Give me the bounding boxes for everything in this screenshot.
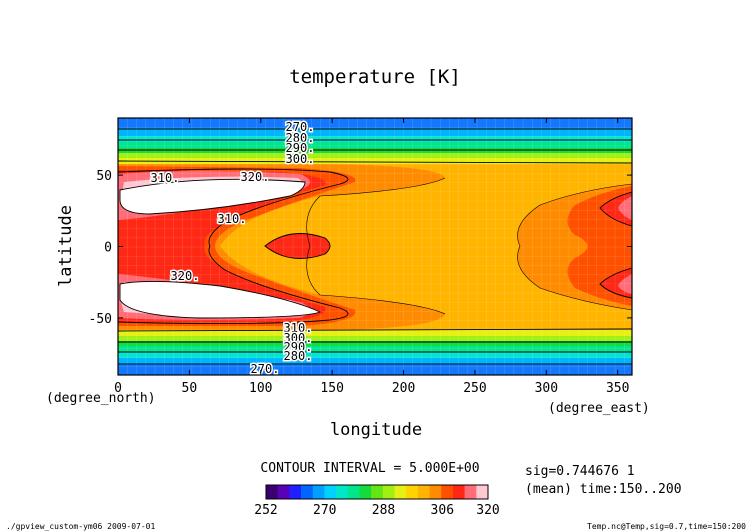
contour-label: 290. [284,340,313,354]
colorbar-swatch [464,485,477,499]
colorbar-swatch [336,485,349,499]
contour-core [264,233,331,259]
chart-title: temperature [K] [289,66,461,88]
contour-label: 310. [218,212,247,226]
colorbar-swatch [301,485,314,499]
colorbar-tick-label: 306 [431,503,454,518]
colorbar-tick-label: 270 [313,503,336,518]
colorbar-ticks: 252 270 288 306 320 [254,503,499,518]
colorbar-swatch [266,485,278,499]
x-axis-label: longitude [330,420,422,440]
contour-label: 300. [286,152,315,166]
contour-label: 310. [151,171,180,185]
x-tick-label: 100 [249,381,272,396]
y-tick-label: 50 [96,169,112,184]
contour-label: 290. [286,141,315,155]
colorbar-swatch [417,485,430,499]
x-tick-label: 250 [463,381,486,396]
contour-label: 320. [241,170,270,184]
colorbar-swatch [312,485,325,499]
x-tick-label: 50 [182,381,198,396]
footer-left: ./gpview_custom-ym06 2009-07-01 [6,522,155,531]
colorbar-tick-label: 252 [254,503,277,518]
colorbar-swatch [277,485,290,499]
x-unit-label: (degree_east) [548,401,650,416]
heatmap-plot-area: 270. 280. 290. 300. 310. 320. 310. 320. … [118,118,632,376]
x-tick-label: 0 [114,381,122,396]
colorbar-swatch [347,485,360,499]
colorbar-tick-label: 320 [476,503,499,518]
contour-east-n [599,191,632,227]
colorbar-swatch [429,485,442,499]
x-tick-label: 200 [392,381,415,396]
y-tick-label: -50 [89,312,112,327]
contour-320-n [119,178,306,215]
contour-310-n [118,168,349,247]
contour-east-outer [517,183,632,311]
y-axis-label: latitude [56,205,76,287]
colorbar-swatch [371,485,384,499]
colorbar-swatch [406,485,419,499]
x-axis: 0 50 100 150 200 250 300 350 [114,118,629,396]
x-tick-label: 150 [320,381,343,396]
grid-overlay [118,118,632,375]
colorbar-frame [265,484,489,500]
contour-center-yellow [306,177,446,315]
contour-320-s [119,280,322,319]
contour-lines [118,128,632,365]
colorbar-swatch [382,485,395,499]
contour-label: 270. [251,362,280,376]
contour-labels: 270. 280. 290. 300. 310. 320. 310. 320. … [149,119,316,376]
contour-label: 320. [171,269,200,283]
contour-300-n [118,160,632,164]
contour-label: 280. [284,349,313,363]
colorbar [265,484,489,500]
contour-310-s [118,245,349,325]
y-axis: 50 0 -50 [89,169,632,327]
contour-label: 310. [284,321,313,335]
colorbar-swatch [441,485,454,499]
contour-interval-text: CONTOUR INTERVAL = 5.000E+00 [260,461,479,476]
sig-info: sig=0.744676 1 [525,464,635,479]
colorbar-tick-label: 288 [372,503,395,518]
colorbar-swatch [359,485,372,499]
x-tick-label: 350 [606,381,629,396]
colorbar-swatch [394,485,407,499]
contour-300-s [118,328,632,332]
contour-east-s [599,267,632,299]
colorbar-swatch [324,485,337,499]
colorbar-swatch [452,485,465,499]
y-unit-label: (degree_north) [46,391,156,406]
y-tick-label: 0 [104,241,112,256]
colorbar-swatch [289,485,302,499]
time-info: (mean) time:150..200 [525,482,682,497]
contour-label: 270. [286,120,315,134]
x-tick-label: 300 [535,381,558,396]
contour-label: 280. [286,131,315,145]
colorbar-swatch [476,485,489,499]
footer-right: Temp.nc@Temp,sig=0.7,time=150:200 [587,522,746,531]
contour-label: 300. [284,331,313,345]
